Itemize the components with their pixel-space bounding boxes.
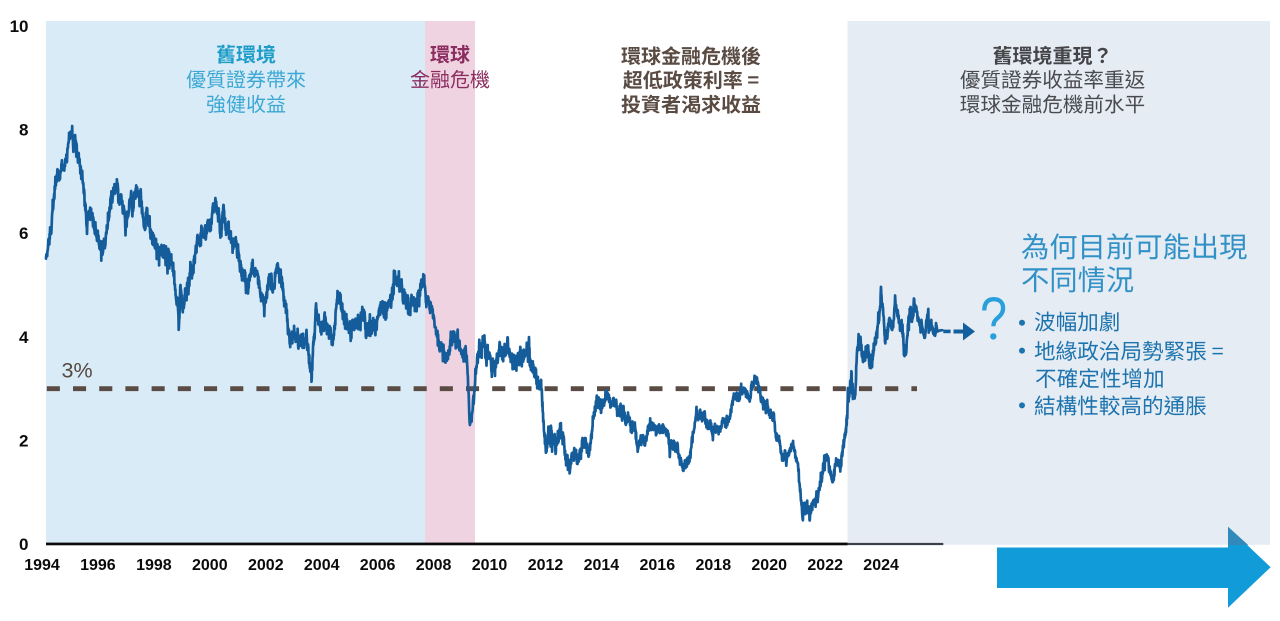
svg-text:2000: 2000 [192, 557, 228, 574]
svg-text:8: 8 [19, 121, 28, 140]
svg-text:2002: 2002 [248, 557, 284, 574]
svg-text:3%: 3% [62, 359, 93, 383]
svg-text:2010: 2010 [472, 557, 508, 574]
svg-text:1998: 1998 [136, 557, 172, 574]
svg-text:2024: 2024 [863, 557, 899, 574]
svg-text:6: 6 [19, 224, 28, 243]
svg-text:2004: 2004 [304, 557, 340, 574]
svg-text:2012: 2012 [528, 557, 564, 574]
svg-text:2: 2 [19, 431, 28, 450]
svg-text:1994: 1994 [24, 557, 60, 574]
svg-text:2018: 2018 [696, 557, 732, 574]
svg-text:2020: 2020 [751, 557, 787, 574]
svg-text:10: 10 [10, 17, 29, 36]
svg-text:2016: 2016 [640, 557, 676, 574]
svg-text:2014: 2014 [584, 557, 620, 574]
svg-text:1996: 1996 [80, 557, 116, 574]
svg-text:4: 4 [19, 328, 29, 347]
svg-text:2006: 2006 [360, 557, 396, 574]
svg-text:2008: 2008 [416, 557, 452, 574]
svg-text:2022: 2022 [807, 557, 843, 574]
svg-text:0: 0 [19, 535, 28, 554]
